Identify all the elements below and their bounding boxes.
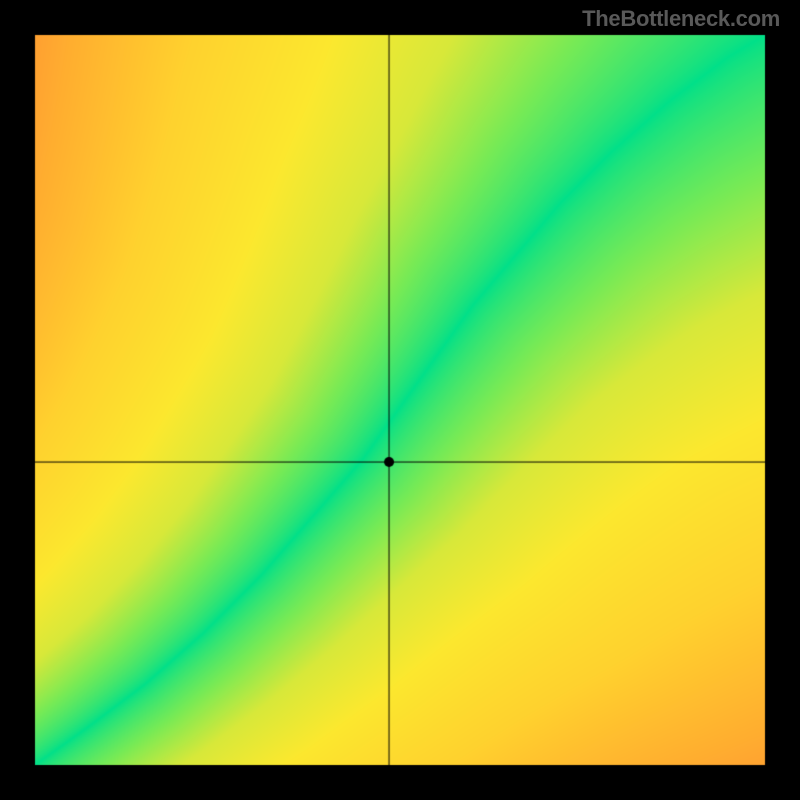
watermark-text: TheBottleneck.com xyxy=(582,6,780,32)
bottleneck-chart-container: TheBottleneck.com xyxy=(0,0,800,800)
bottleneck-heatmap-canvas xyxy=(0,0,800,800)
